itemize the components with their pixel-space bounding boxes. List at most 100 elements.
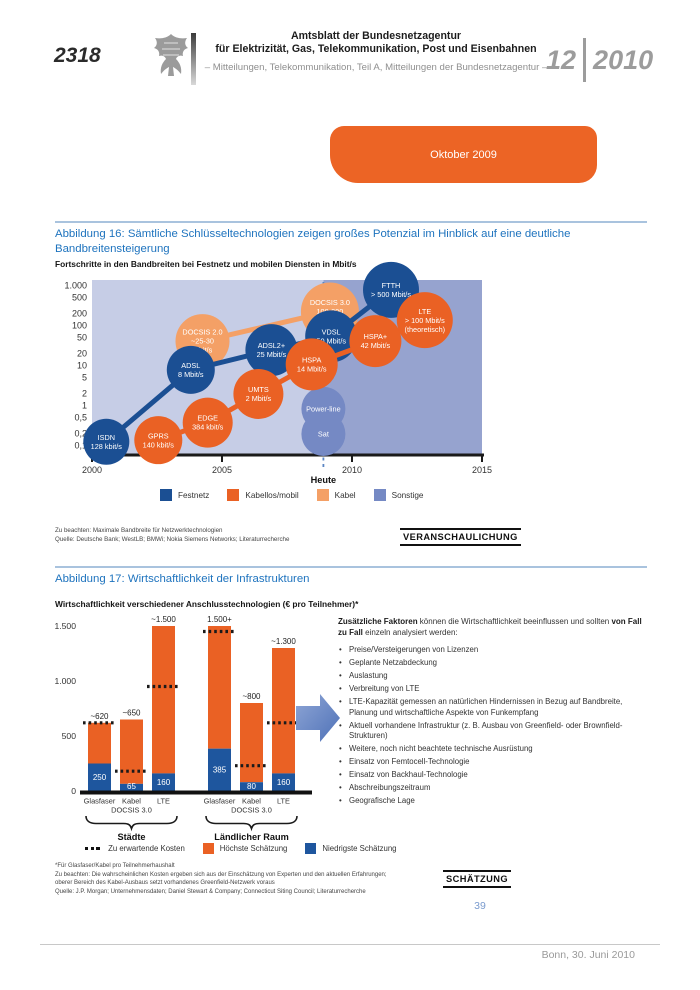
bar-lowest [272,773,295,791]
legend-label: Festnetz [178,490,210,500]
bar-highest-label: ~620 [90,712,109,721]
bar-category-label: Kabel [242,797,261,806]
legend-label: Sonstige [391,490,424,500]
bubble-label: 8 Mbit/s [178,370,204,379]
y-tick-label: 0,5 [74,413,87,423]
bullet-item: Preise/Versteigerungen von Lizenzen [338,645,650,656]
bar-lowest-value: 160 [157,778,171,787]
bullet-item: Geografische Lage [338,796,650,807]
figure17-side-panel: Zusätzliche Faktoren können die Wirtscha… [338,616,650,809]
legend-label: Zu erwartende Kosten [108,844,185,853]
legend-item: Festnetz [160,489,209,501]
issue-divider [583,38,587,82]
bar-category-label: LTE [277,797,290,806]
bar-highest-label: ~1.300 [271,637,296,646]
figure16-legend: Festnetz Kabellos/mobil Kabel Sonstige [160,489,441,501]
page-number: 39 [474,900,486,912]
issue-box: 12 2010 [546,38,653,82]
y-tick-label: 5 [82,373,87,383]
legend-item: Kabellos/mobil [227,489,299,501]
y-tick-label: 20 [77,349,87,359]
figure17-stamp: SCHÄTZUNG [443,870,511,888]
figure16-stamp: VERANSCHAULICHUNG [400,528,521,546]
bar-lowest [120,783,143,791]
bubble-label: VDSL [322,327,341,336]
bullet-item: Verbreitung von LTE [338,684,650,695]
header-divider-bar [191,33,196,85]
bubble-label: ADSL2+ [258,341,285,350]
bubble-label: 25 Mbit/s [257,350,287,359]
legend-swatch [373,489,386,501]
x-tick-label: 2015 [472,465,492,475]
y-tick-label: 1.000 [64,281,87,291]
y-tick-label: 0,2 [74,429,87,439]
y-tick-label: 2 [82,389,87,399]
bubble-adsl [166,345,215,394]
bullet-item: Einsatz von Femtocell-Technologie [338,757,650,768]
legend-swatch [202,843,214,854]
legend-swatch [316,489,329,501]
lead-text-segment: von Fall zu Fall [338,617,642,638]
legend-label: Niedrigste Schätzung [322,844,397,853]
bubble-lte [396,292,453,349]
section-rule-16 [55,221,647,223]
bubble-label: 384 kbit/s [192,423,224,432]
note-line: oberer Bereich des Kabel-Ausbaus setzt v… [55,880,275,887]
legend-label: Kabel [334,490,356,500]
bar-highest [272,648,295,774]
bubble-label: ADSL [181,361,200,370]
bar-category-label: LTE [157,797,170,806]
bar-lowest-value: 160 [277,778,291,787]
masthead-subtitle: – Mitteilungen, Telekommunikation, Teil … [204,62,548,74]
figure16-heading: Abbildung 16: Sämtliche Schlüsseltechnol… [55,228,571,255]
bullet-item: Weitere, noch nicht beachtete technische… [338,744,650,755]
legend-label: Höchste Schätzung [219,844,288,853]
bubble-label: 128 kbit/s [91,442,123,451]
bubble-label: Sat [318,430,329,439]
bubble-label: EDGE [197,414,218,423]
side-panel-lead: Zusätzliche Faktoren können die Wirtscha… [338,616,650,638]
bar-subcategory-label: DOCSIS 3.0 [231,806,272,815]
figure16-notes: Zu beachten: Maximale Bandbreite für Net… [55,526,289,545]
bar-category-label: Glasfaser [84,797,116,806]
lead-text-segment: Zusätzliche Faktoren [338,617,420,626]
bar-lowest-value: 80 [247,782,256,791]
bubble-gprs [134,416,183,465]
bubble-isdn [83,418,130,465]
y-tick-label: 50 [77,333,87,343]
figure16-chart-title: Fortschritte in den Bandbreiten bei Fest… [55,259,357,269]
y-tick-label: 100 [72,321,87,331]
bubble-label: (theoretisch) [405,325,446,334]
bar-lowest [88,763,111,791]
bubble-label: 2 Mbit/s [246,394,272,403]
bubble-label: 140 kbit/s [143,440,175,449]
y-tick-label: 500 [62,731,77,741]
x-tick-label: 2010 [342,465,362,475]
bubble-label: ISDN [98,433,115,442]
bullet-item: Einsatz von Backhaul-Technologie [338,770,650,781]
figure17-chart-title: Wirtschaftlichkeit verschiedener Anschlu… [55,599,359,609]
note-line: Quelle: Deutsche Bank; WestLB; BMWi; Nok… [55,536,290,544]
note-line: Zu beachten: Die wahrscheinlichen Kosten… [55,871,387,878]
note-line: *Für Glasfaser/Kabel pro Teilnehmerhaush… [55,863,175,869]
y-tick-label: 200 [72,309,87,319]
lead-text-segment: können die Wirtschaftlichkeit beeinfluss… [419,617,612,626]
bubble-label: LTE [418,307,431,316]
bar-highest-label: ~650 [122,709,141,718]
legend-item: Niedrigste Schätzung [305,843,397,854]
bubble-label: 14 Mbit/s [297,364,327,373]
bubble-label: 42 Mbit/s [361,341,391,350]
bullet-item: Geplante Netzabdeckung [338,658,650,669]
figure17-heading: Abbildung 17: Wirtschaftlichkeit der Inf… [55,573,310,585]
bubble-label: HSPA [302,355,321,364]
y-tick-label: 0,1 [74,441,87,451]
bubble-label: > 500 Mbit/s [371,290,411,299]
footer-date: Bonn, 30. Juni 2010 [541,949,635,961]
note-line: Quelle: J.P. Morgan; Unternehmensdaten; … [55,889,366,896]
bar-lowest [152,773,175,791]
legend-swatch [160,489,172,501]
date-banner-label: Oktober 2009 [430,148,497,161]
bar-category-label: Kabel [122,797,141,806]
